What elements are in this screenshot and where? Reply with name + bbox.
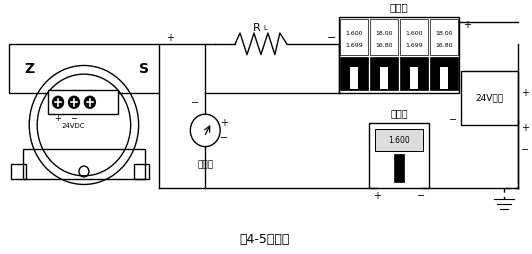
Bar bbox=[48, 90, 118, 114]
Bar bbox=[430, 57, 458, 90]
Text: −: − bbox=[70, 114, 78, 123]
Bar bbox=[380, 67, 388, 89]
Text: 24V电流: 24V电流 bbox=[476, 93, 504, 102]
Text: −: − bbox=[220, 133, 228, 143]
Bar bbox=[410, 67, 418, 89]
Bar bbox=[340, 19, 368, 55]
Bar bbox=[370, 57, 398, 90]
Bar bbox=[339, 17, 459, 92]
Text: 1.699: 1.699 bbox=[405, 43, 423, 48]
Bar bbox=[400, 57, 428, 90]
Text: 电流表: 电流表 bbox=[197, 161, 213, 169]
Text: +: + bbox=[463, 21, 471, 30]
Text: −: − bbox=[191, 98, 200, 108]
Text: Z: Z bbox=[24, 62, 34, 76]
Text: 1.699: 1.699 bbox=[346, 43, 363, 48]
Bar bbox=[11, 164, 26, 179]
Text: +: + bbox=[55, 114, 62, 123]
Text: 记录仪: 记录仪 bbox=[390, 2, 409, 12]
Text: L: L bbox=[263, 25, 267, 31]
Text: 数显表: 数显表 bbox=[390, 108, 408, 118]
Bar bbox=[400, 19, 428, 55]
Bar bbox=[370, 19, 398, 55]
Bar bbox=[394, 154, 404, 182]
Text: +: + bbox=[167, 34, 174, 43]
Bar bbox=[10, 44, 159, 92]
Text: +: + bbox=[521, 123, 529, 133]
Text: 16.80: 16.80 bbox=[376, 43, 393, 48]
Text: +: + bbox=[521, 88, 529, 98]
Text: 18.00: 18.00 bbox=[376, 31, 393, 36]
Text: 1.600: 1.600 bbox=[346, 31, 363, 36]
Bar bbox=[23, 149, 145, 179]
Text: +: + bbox=[373, 191, 381, 201]
Circle shape bbox=[53, 96, 63, 108]
Bar bbox=[430, 19, 458, 55]
Text: −: − bbox=[521, 145, 529, 155]
Text: 1.600: 1.600 bbox=[405, 31, 423, 36]
Bar bbox=[351, 67, 359, 89]
Text: R: R bbox=[253, 23, 261, 33]
Text: −: − bbox=[327, 34, 336, 43]
Bar bbox=[369, 123, 429, 188]
Text: S: S bbox=[139, 62, 148, 76]
Text: 图4-5连接图: 图4-5连接图 bbox=[240, 233, 290, 246]
Text: +: + bbox=[449, 71, 457, 81]
Bar bbox=[134, 164, 148, 179]
Text: +: + bbox=[220, 118, 228, 128]
Text: 24VDC: 24VDC bbox=[61, 123, 85, 129]
Text: −: − bbox=[417, 191, 425, 201]
Circle shape bbox=[190, 114, 220, 147]
Bar bbox=[461, 71, 519, 125]
Text: 1.600: 1.600 bbox=[388, 136, 410, 145]
Text: 18.00: 18.00 bbox=[435, 31, 453, 36]
Bar bbox=[340, 57, 368, 90]
Bar bbox=[440, 67, 448, 89]
Circle shape bbox=[85, 96, 95, 108]
Bar bbox=[375, 129, 423, 151]
Text: −: − bbox=[449, 115, 457, 124]
Circle shape bbox=[69, 96, 79, 108]
Text: 16.80: 16.80 bbox=[435, 43, 453, 48]
